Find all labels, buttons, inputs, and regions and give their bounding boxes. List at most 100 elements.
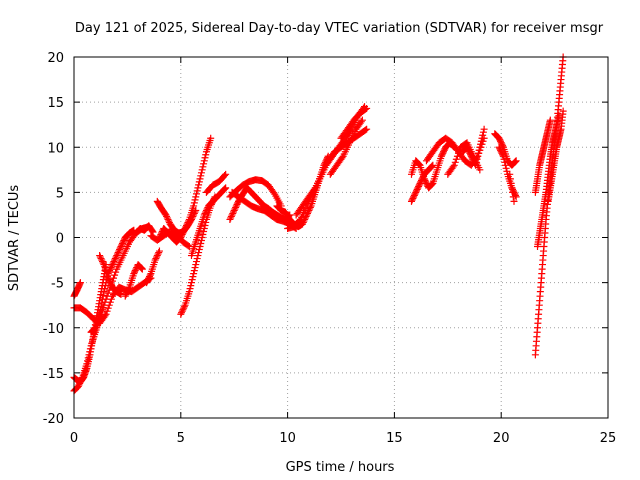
data-point bbox=[105, 276, 113, 284]
data-point bbox=[119, 238, 127, 246]
series-segment bbox=[121, 261, 146, 300]
data-point bbox=[472, 158, 480, 166]
data-point bbox=[164, 215, 172, 223]
data-point bbox=[101, 285, 109, 293]
data-point bbox=[229, 209, 237, 217]
data-point bbox=[230, 206, 238, 214]
data-point bbox=[228, 211, 236, 219]
data-point bbox=[105, 301, 113, 309]
data-point bbox=[222, 184, 230, 192]
series-segment bbox=[226, 176, 285, 210]
data-point bbox=[91, 325, 99, 333]
data-point bbox=[97, 255, 105, 263]
data-point bbox=[116, 244, 124, 252]
data-point bbox=[178, 309, 186, 317]
series-segment bbox=[531, 116, 554, 196]
data-point bbox=[96, 306, 104, 314]
data-point bbox=[496, 146, 504, 154]
data-point bbox=[115, 247, 123, 255]
data-point bbox=[511, 158, 519, 166]
data-point bbox=[221, 172, 229, 180]
data-point bbox=[427, 181, 435, 189]
data-point bbox=[106, 298, 114, 306]
data-point bbox=[98, 258, 106, 266]
data-point bbox=[440, 146, 448, 154]
data-point bbox=[438, 151, 446, 159]
data-point bbox=[501, 158, 509, 166]
x-tick-label: 20 bbox=[493, 431, 510, 446]
data-point bbox=[464, 146, 472, 154]
data-point bbox=[479, 131, 487, 139]
data-point bbox=[123, 288, 131, 296]
data-point bbox=[187, 279, 195, 287]
data-point bbox=[98, 256, 106, 264]
data-point bbox=[511, 158, 519, 166]
data-point bbox=[112, 253, 120, 261]
data-point bbox=[415, 182, 423, 190]
data-point bbox=[104, 289, 112, 297]
data-point bbox=[193, 255, 201, 263]
data-point bbox=[179, 306, 187, 314]
data-point bbox=[415, 181, 423, 189]
data-point bbox=[179, 229, 187, 237]
data-point bbox=[99, 259, 107, 267]
data-point bbox=[499, 152, 507, 160]
series-segment bbox=[531, 53, 567, 359]
data-point bbox=[114, 249, 122, 257]
data-point bbox=[474, 149, 482, 157]
data-point bbox=[221, 185, 229, 193]
series-segment bbox=[491, 130, 520, 169]
data-point bbox=[192, 193, 200, 201]
data-point bbox=[229, 208, 237, 216]
data-point bbox=[99, 291, 107, 299]
data-point bbox=[132, 265, 140, 273]
data-point bbox=[107, 264, 115, 272]
y-tick-label: -10 bbox=[43, 322, 64, 337]
data-point bbox=[501, 161, 509, 169]
series-segment bbox=[147, 227, 193, 251]
data-point bbox=[198, 166, 206, 174]
data-point bbox=[182, 223, 190, 231]
data-layer bbox=[70, 53, 567, 395]
data-point bbox=[197, 240, 205, 248]
data-point bbox=[496, 136, 504, 144]
data-point bbox=[506, 170, 514, 178]
data-point bbox=[546, 116, 554, 124]
data-point bbox=[472, 161, 480, 169]
data-point bbox=[105, 286, 113, 294]
data-point bbox=[437, 152, 445, 160]
data-point bbox=[201, 209, 209, 217]
data-point bbox=[201, 154, 209, 162]
data-point bbox=[449, 163, 457, 171]
data-point bbox=[410, 193, 418, 201]
data-point bbox=[477, 140, 485, 148]
data-point bbox=[512, 157, 520, 165]
y-tick-label: 10 bbox=[47, 141, 64, 156]
data-point bbox=[192, 190, 200, 198]
data-point bbox=[233, 200, 241, 208]
data-point bbox=[180, 303, 188, 311]
data-point bbox=[495, 143, 503, 151]
series-segment bbox=[544, 107, 567, 205]
data-point bbox=[559, 107, 567, 115]
data-point bbox=[362, 126, 370, 134]
y-tick-label: -15 bbox=[43, 367, 64, 382]
data-point bbox=[120, 237, 128, 245]
data-point bbox=[190, 270, 198, 278]
y-axis-label: SDTVAR / TECUs bbox=[7, 185, 22, 292]
x-tick-label: 10 bbox=[279, 431, 296, 446]
data-point bbox=[130, 270, 138, 278]
series-segment bbox=[459, 125, 488, 169]
data-point bbox=[184, 218, 192, 226]
data-point bbox=[452, 155, 460, 163]
data-point bbox=[96, 253, 104, 261]
data-point bbox=[107, 280, 115, 288]
data-point bbox=[155, 249, 163, 257]
data-point bbox=[202, 208, 210, 216]
data-point bbox=[220, 185, 228, 193]
data-point bbox=[496, 137, 504, 145]
data-point bbox=[193, 187, 201, 195]
data-point bbox=[304, 208, 312, 216]
data-point bbox=[185, 288, 193, 296]
y-tick-label: 20 bbox=[47, 51, 64, 66]
